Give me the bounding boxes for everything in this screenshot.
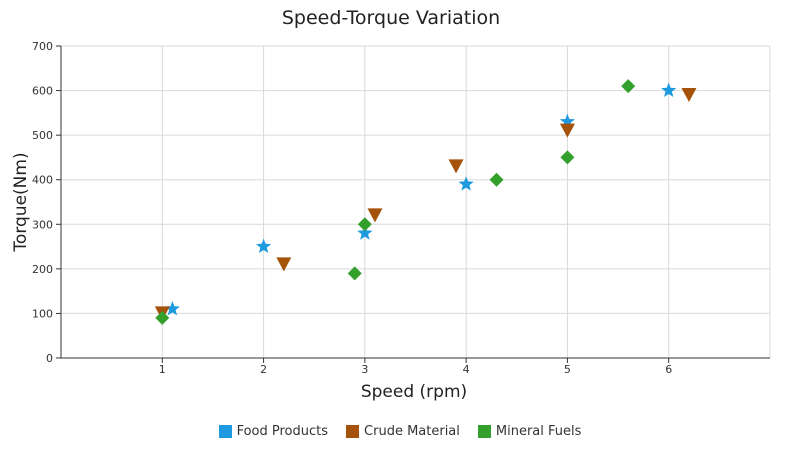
mineral-fuels-point [155, 310, 170, 325]
tick-labels: 0 100 200 300 400 500 600 700 1 2 3 4 5 6 [32, 40, 672, 376]
legend: Food Products Crude Material Mineral Fuels [0, 424, 800, 439]
y-axis-title: Torque(Nm) [11, 152, 31, 252]
grid [61, 45, 771, 358]
x-tick-label: 4 [463, 363, 470, 376]
axes [56, 45, 770, 363]
series [154, 79, 697, 325]
mineral-fuels-point [489, 172, 504, 187]
mineral-fuels-point [560, 150, 575, 165]
food-products-point [164, 301, 180, 316]
food-products-point [357, 225, 373, 240]
y-tick-label: 300 [32, 218, 53, 231]
y-tick-label: 400 [32, 174, 53, 187]
legend-label: Crude Material [364, 424, 460, 439]
series-food-products [164, 82, 677, 316]
mineral-fuels-point [347, 266, 362, 281]
series-crude-material [154, 88, 697, 321]
y-tick-label: 500 [32, 129, 53, 142]
mineral-fuels-point [357, 217, 372, 232]
y-tick-label: 700 [32, 40, 53, 53]
legend-item-food-products[interactable]: Food Products [218, 424, 329, 439]
x-tick-label: 1 [159, 363, 166, 376]
x-tick-label: 5 [564, 363, 571, 376]
crude-material-point [276, 257, 292, 272]
legend-swatch [218, 425, 232, 438]
y-tick-label: 100 [32, 307, 53, 320]
legend-label: Mineral Fuels [495, 424, 582, 439]
crude-material-point [559, 123, 575, 138]
mineral-fuels-point [621, 79, 636, 94]
crude-material-point [367, 208, 383, 223]
legend-item-mineral-fuels[interactable]: Mineral Fuels [477, 424, 582, 439]
y-tick-label: 200 [32, 263, 53, 276]
legend-swatch [346, 425, 360, 438]
x-tick-label: 3 [361, 363, 368, 376]
legend-swatch [477, 425, 491, 438]
series-mineral-fuels [155, 79, 636, 325]
food-products-point [256, 238, 272, 253]
x-tick-label: 2 [260, 363, 267, 376]
x-tick-label: 6 [665, 363, 672, 376]
chart-title: Speed-Torque Variation [282, 7, 500, 29]
legend-item-crude-material[interactable]: Crude Material [346, 424, 460, 439]
x-axis-title: Speed (rpm) [361, 382, 467, 402]
y-tick-label: 0 [46, 352, 53, 365]
legend-label: Food Products [236, 424, 329, 439]
food-products-point [458, 176, 474, 191]
crude-material-point [681, 88, 697, 103]
food-products-point [661, 82, 677, 97]
y-tick-label: 600 [32, 85, 53, 98]
crude-material-point [448, 159, 464, 174]
food-products-point [559, 113, 575, 129]
